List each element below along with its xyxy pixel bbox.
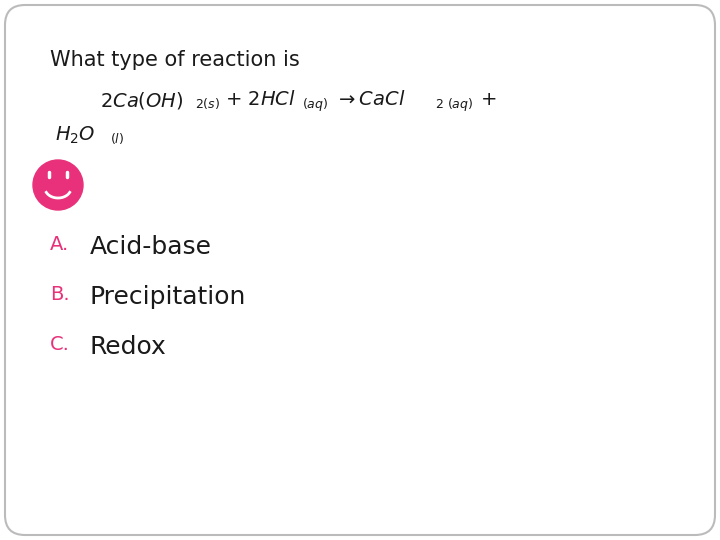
Text: $+\ \mathit{2HCl}$: $+\ \mathit{2HCl}$ [225, 90, 296, 109]
Text: B.: B. [50, 285, 70, 304]
Text: $\mathit{2\ (aq)}$: $\mathit{2\ (aq)}$ [435, 96, 473, 113]
Text: $\rightarrow \mathit{CaCl}$: $\rightarrow \mathit{CaCl}$ [335, 90, 405, 109]
Text: C.: C. [50, 335, 70, 354]
Text: Precipitation: Precipitation [90, 285, 246, 309]
FancyBboxPatch shape [5, 5, 715, 535]
Text: $\mathit{H_2O}$: $\mathit{H_2O}$ [55, 125, 96, 146]
Text: $\mathit{(l)}$: $\mathit{(l)}$ [110, 131, 124, 146]
Text: $\mathit{2Ca(OH)}$: $\mathit{2Ca(OH)}$ [100, 90, 184, 111]
Circle shape [33, 160, 83, 210]
Text: $\mathit{(aq)}$: $\mathit{(aq)}$ [302, 96, 328, 113]
Text: $\mathit{2(s)}$: $\mathit{2(s)}$ [195, 96, 220, 111]
Text: $+$: $+$ [480, 90, 496, 109]
Text: A.: A. [50, 235, 69, 254]
Text: What type of reaction is: What type of reaction is [50, 50, 300, 70]
Text: Acid-base: Acid-base [90, 235, 212, 259]
Text: Redox: Redox [90, 335, 167, 359]
